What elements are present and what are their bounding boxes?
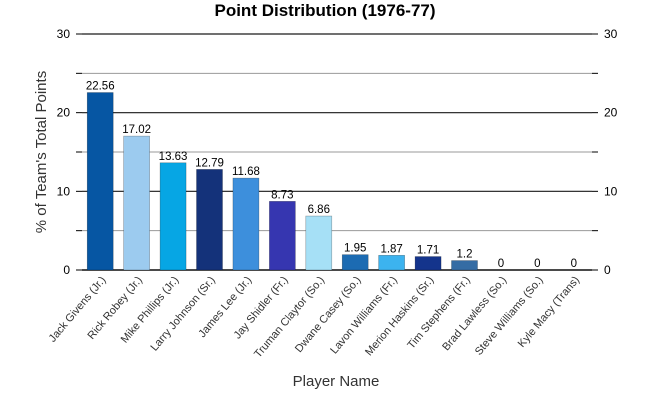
bar xyxy=(414,256,442,271)
bar xyxy=(378,254,405,271)
chart-title: Point Distribution (1976-77) xyxy=(214,1,435,20)
bar-value-label: 0 xyxy=(571,258,577,270)
y-tick-label-right: 10 xyxy=(604,184,618,198)
category-label: Truman Claytor (So.) xyxy=(252,274,327,360)
bar-value-label: 1.2 xyxy=(457,249,473,261)
bar-value-label: 0 xyxy=(534,258,540,270)
category-label: Tim Stephens (Fr.) xyxy=(405,274,472,351)
y-axis-title: % of Team's Total Points xyxy=(33,71,50,233)
x-axis-title: Player Name xyxy=(293,373,380,390)
bars xyxy=(86,92,478,271)
y-tick-label-right: 30 xyxy=(604,27,618,41)
category-label: Brad Lawless (So.) xyxy=(440,274,509,353)
bar xyxy=(123,135,150,271)
bar xyxy=(269,201,296,271)
category-labels: Jack Givens (Jr.)Rick Robey (Jr.)Mike Ph… xyxy=(47,274,582,360)
y-tick-label-left: 10 xyxy=(57,184,71,198)
y-tick-label-right: 20 xyxy=(604,106,618,120)
bar-value-label: 8.73 xyxy=(271,189,293,201)
bar xyxy=(451,260,478,271)
bar-value-label: 0 xyxy=(498,258,504,270)
y-tick-label-left: 20 xyxy=(57,106,71,120)
bar xyxy=(341,254,369,271)
bar xyxy=(86,92,114,271)
category-label: Lavon Williams (Fr.) xyxy=(328,274,400,356)
category-label: Steve Williams (So.) xyxy=(473,274,546,358)
bar-value-label: 13.63 xyxy=(159,151,188,163)
bar xyxy=(159,162,187,271)
bar-value-label: 1.95 xyxy=(344,243,366,255)
bar-value-label: 1.87 xyxy=(380,243,402,255)
bar xyxy=(196,169,223,271)
category-label: Larry Johnson (Sr.) xyxy=(148,274,217,353)
bar xyxy=(305,215,333,271)
bar-value-label: 6.86 xyxy=(308,204,330,216)
category-label: Dwane Casey (So.) xyxy=(293,274,363,355)
y-tick-label-left: 0 xyxy=(63,263,70,277)
bar-value-label: 11.68 xyxy=(232,166,260,178)
data-labels: 22.56 17.02 13.63 12.79 11.68 8.73 6.86 1.95 1.8… xyxy=(86,81,577,270)
bar-value-label: 17.02 xyxy=(122,124,151,136)
bar-value-label: 22.56 xyxy=(86,81,115,93)
bar-value-label: 1.71 xyxy=(417,245,439,257)
tick-labels: 0 0 10 10 20 20 30 30 xyxy=(57,27,618,277)
bar xyxy=(232,177,260,271)
bar-value-label: 12.79 xyxy=(195,157,224,169)
category-label: Merion Haskins (Sr.) xyxy=(363,274,436,358)
y-tick-label-left: 30 xyxy=(57,27,71,41)
y-tick-label-right: 0 xyxy=(604,263,611,277)
